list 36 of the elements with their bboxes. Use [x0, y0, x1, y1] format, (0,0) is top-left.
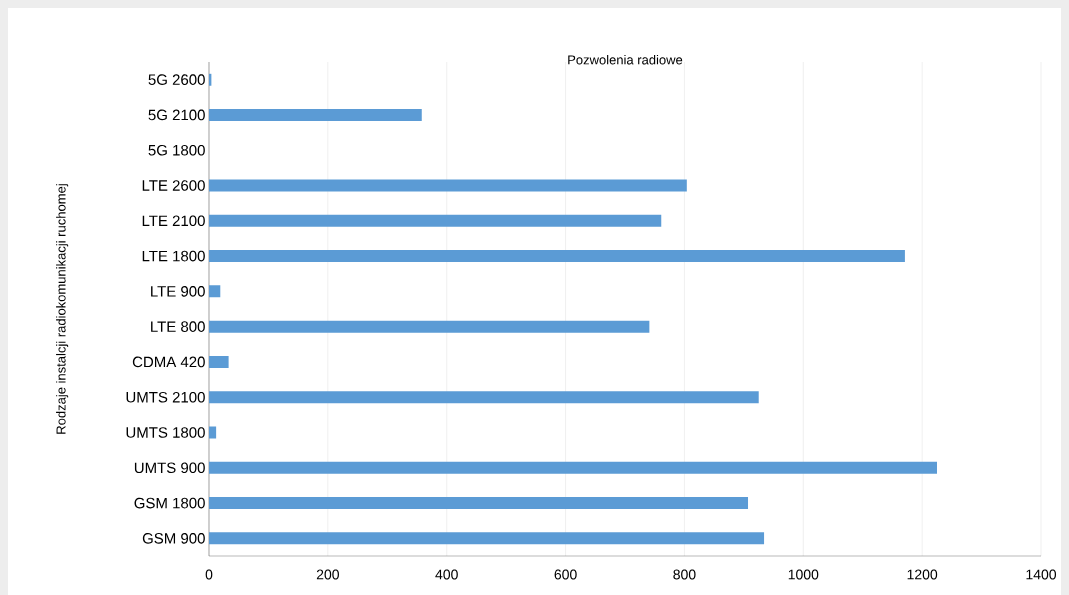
y-axis-title: Rodzaje instalcji radiokomunikacji ruchomej: [56, 184, 69, 434]
y-tick-label: UMTS 900: [134, 462, 205, 474]
y-tick-label: UMTS 2100: [126, 391, 205, 403]
x-tick-label: 200: [316, 569, 339, 580]
y-tick-label: GSM 1800: [134, 497, 205, 509]
bar: [209, 426, 217, 439]
bar: [209, 214, 662, 227]
bar: [209, 250, 905, 263]
x-tick-label: 400: [435, 569, 458, 580]
x-tick-label: 600: [554, 569, 577, 580]
bar: [209, 461, 937, 474]
y-tick-label: 5G 2100: [148, 109, 205, 121]
chart-title: Pozwolenia radiowe: [568, 54, 683, 65]
y-tick-label: CDMA 420: [132, 356, 205, 368]
y-tick-label: LTE 900: [151, 286, 205, 297]
bar: [209, 320, 650, 333]
y-tick-label: 5G 2600: [148, 74, 205, 85]
bar: [209, 179, 687, 192]
y-tick-label: LTE 1800: [142, 250, 205, 262]
y-tick-label: LTE 2600: [142, 180, 205, 191]
bar: [209, 391, 759, 404]
bar: [209, 532, 765, 545]
bar: [209, 108, 422, 121]
bar: [209, 497, 749, 510]
y-tick-label: 5G 1800: [148, 144, 205, 156]
y-tick-label: UMTS 1800: [126, 427, 205, 438]
y-tick-label: LTE 800: [151, 321, 205, 332]
y-tick-label: LTE 2100: [142, 215, 205, 227]
x-tick-label: 800: [673, 569, 696, 580]
y-tick-label: GSM 900: [142, 533, 205, 544]
x-tick-label: 1400: [1026, 569, 1057, 580]
bar: [209, 285, 221, 298]
bar: [209, 355, 229, 368]
x-tick-label: 1200: [907, 569, 938, 580]
x-tick-label: 1000: [788, 569, 819, 580]
x-tick-label: 0: [205, 569, 213, 580]
